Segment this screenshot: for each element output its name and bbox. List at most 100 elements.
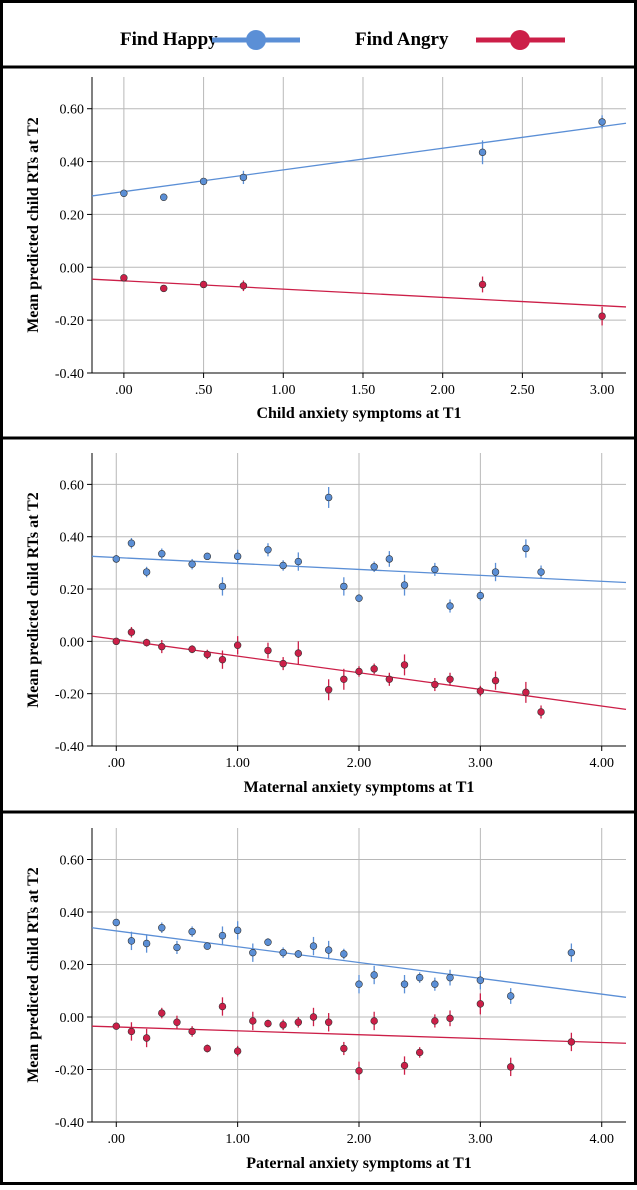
legend-swatch-marker-find-happy: [246, 30, 266, 50]
data-point: [370, 665, 378, 673]
fit-line: [91, 555, 627, 584]
data-point: [507, 992, 515, 1000]
data-point: [218, 582, 227, 591]
data-point: [400, 1061, 409, 1070]
data-point: [324, 686, 333, 694]
data-point: [476, 687, 485, 695]
data-point: [355, 980, 363, 988]
x-tick-label: .00: [115, 383, 133, 398]
data-point: [294, 649, 303, 657]
data-point: [446, 675, 454, 683]
data-point: [491, 676, 500, 685]
data-point: [249, 1017, 257, 1025]
data-point: [279, 561, 287, 570]
data-point: [158, 550, 166, 558]
x-tick-label: .00: [108, 756, 126, 771]
data-point: [431, 680, 439, 689]
x-tick-label: 1.00: [225, 1132, 250, 1147]
data-point: [309, 942, 318, 950]
legend-label-find-happy: Find Happy: [120, 29, 218, 50]
y-tick-label: -0.40: [55, 367, 84, 382]
data-point: [355, 667, 363, 676]
data-point: [522, 544, 530, 553]
data-point: [598, 312, 606, 320]
fit-line: [91, 927, 627, 998]
y-tick-label: -0.40: [55, 1116, 84, 1131]
data-point: [233, 926, 242, 935]
data-point: [355, 1067, 363, 1075]
data-point: [478, 148, 487, 157]
data-point: [385, 675, 394, 683]
y-tick-label: 0.40: [60, 156, 85, 171]
data-point: [218, 1002, 227, 1011]
series-find-angry: [91, 993, 627, 1080]
data-point: [279, 1021, 287, 1029]
y-axis-label: Mean predicted child RTs at T2: [25, 117, 42, 333]
x-tick-label: 2.00: [347, 756, 372, 771]
x-axis-label: Maternal anxiety symptoms at T1: [244, 779, 475, 796]
data-point: [431, 565, 439, 574]
y-tick-label: 0.00: [60, 261, 85, 276]
data-point: [112, 918, 120, 927]
data-point: [264, 546, 272, 554]
data-point: [142, 1034, 151, 1042]
y-tick-label: 0.60: [60, 854, 85, 869]
x-axis-label: Child anxiety symptoms at T1: [256, 405, 461, 422]
data-point: [400, 661, 409, 669]
x-tick-label: 2.00: [430, 383, 455, 398]
x-tick-label: 4.00: [589, 1132, 614, 1147]
data-point: [218, 931, 227, 940]
legend: Find Happy Find Angry: [120, 29, 565, 50]
data-point: [279, 659, 287, 668]
data-point: [127, 937, 136, 945]
data-point: [112, 637, 120, 646]
data-point: [142, 638, 151, 647]
data-point: [233, 1047, 242, 1055]
data-point: [264, 646, 272, 655]
data-point: [188, 927, 196, 936]
data-point: [431, 980, 439, 988]
y-tick-label: 0.60: [60, 103, 85, 118]
data-point: [476, 591, 485, 600]
data-point: [127, 628, 136, 636]
data-point: [218, 655, 227, 664]
legend-label-find-angry: Find Angry: [355, 29, 449, 50]
series-find-happy: [91, 918, 627, 1004]
data-point: [160, 284, 168, 293]
data-point: [324, 946, 333, 954]
data-point: [476, 1000, 485, 1008]
data-point: [400, 980, 409, 988]
data-point: [239, 173, 248, 182]
data-point: [127, 1027, 136, 1036]
x-tick-label: .50: [195, 383, 213, 398]
x-tick-label: .00: [108, 1132, 126, 1147]
legend-item-find-angry: Find Angry: [355, 29, 565, 50]
data-point: [567, 948, 576, 957]
data-point: [385, 555, 394, 563]
y-tick-label: 0.20: [60, 583, 85, 598]
y-tick-label: 0.20: [60, 208, 85, 223]
y-tick-label: 0.20: [60, 959, 85, 974]
data-point: [507, 1063, 515, 1071]
x-tick-label: 3.00: [468, 1132, 493, 1147]
fit-line: [91, 1025, 627, 1044]
data-point: [158, 1009, 166, 1017]
data-point: [203, 1044, 211, 1053]
data-point: [142, 939, 151, 948]
data-point: [173, 1018, 181, 1026]
panel-paternal: -0.40 -0.20 0.00 0.20 0.40 0.60 .00 1.00 2.00 3.0…: [25, 828, 627, 1172]
y-tick-label: 0.40: [60, 531, 85, 546]
data-point: [340, 675, 348, 683]
data-point: [340, 582, 348, 591]
data-point: [233, 641, 242, 649]
data-point: [160, 193, 168, 201]
data-point: [537, 568, 545, 576]
series-find-happy: [91, 115, 627, 201]
x-tick-label: 4.00: [589, 756, 614, 771]
data-point: [188, 560, 196, 568]
data-point: [239, 282, 248, 290]
data-point: [199, 280, 208, 289]
data-point: [142, 568, 151, 576]
